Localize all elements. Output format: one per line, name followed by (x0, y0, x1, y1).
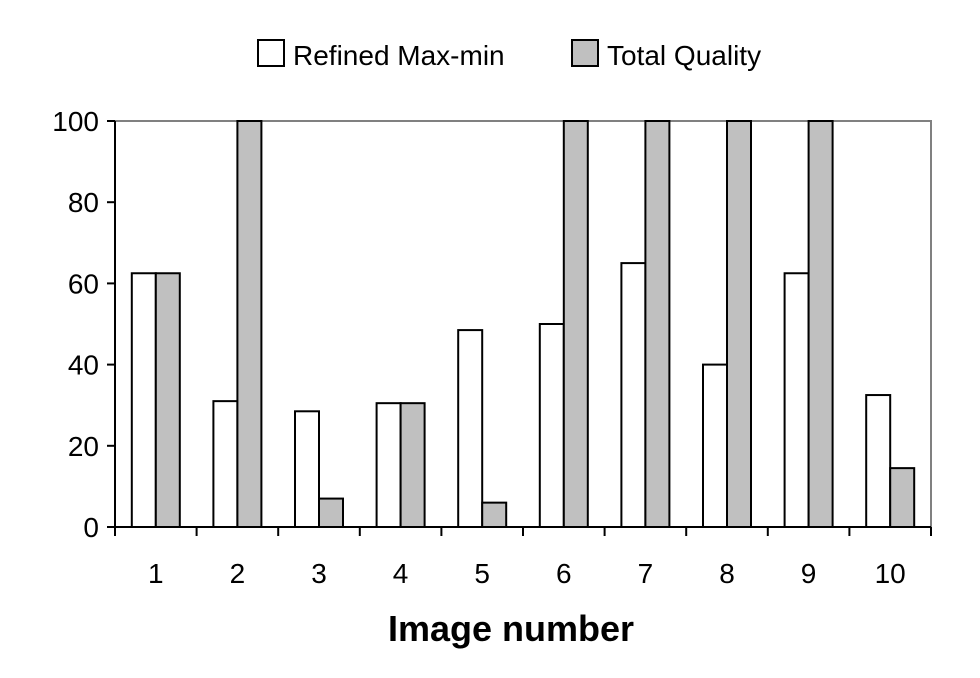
legend-label-total-quality: Total Quality (607, 40, 761, 71)
bar-total-quality-3 (318, 497, 344, 528)
x-axis: 1 2 3 4 5 6 7 8 9 10 (114, 526, 932, 589)
bar-refined-max-min-9 (783, 272, 810, 528)
y-tick-label: 80 (68, 187, 99, 218)
bar-refined-max-min-5 (457, 329, 484, 528)
y-tick-label: 0 (83, 512, 99, 543)
bar-refined-max-min-4 (375, 402, 402, 529)
x-tick-label: 2 (230, 558, 246, 589)
bar-total-quality-2 (236, 120, 263, 528)
y-axis: 0 20 40 60 80 100 (52, 106, 116, 543)
x-tick-label: 5 (474, 558, 490, 589)
bar-refined-max-min-7 (620, 262, 647, 528)
x-tick-label: 7 (638, 558, 654, 589)
y-tick-label: 60 (68, 268, 99, 299)
legend-swatch-total-quality (571, 39, 599, 67)
y-tick-label: 20 (68, 431, 99, 462)
bar-refined-max-min-10 (865, 394, 892, 528)
bar-total-quality-7 (644, 120, 671, 528)
bar-total-quality-8 (726, 120, 752, 528)
bar-refined-max-min-6 (538, 323, 565, 528)
legend-label-refined-max-min: Refined Max-min (293, 40, 505, 71)
x-tick-label: 3 (311, 558, 327, 589)
bar-refined-max-min-3 (294, 410, 320, 529)
bar-total-quality-6 (562, 120, 589, 528)
bars (130, 120, 916, 529)
bar-refined-max-min-8 (702, 363, 728, 528)
bar-total-quality-10 (889, 467, 916, 529)
bar-total-quality-9 (807, 120, 834, 528)
x-tick-label: 6 (556, 558, 572, 589)
legend-swatch-refined-max-min (257, 39, 285, 67)
y-tick-label: 100 (52, 106, 99, 137)
x-tick-label: 9 (801, 558, 817, 589)
y-tick-label: 40 (68, 350, 99, 381)
x-tick-label: 8 (719, 558, 735, 589)
bar-refined-max-min-1 (130, 272, 157, 528)
x-tick-label: 10 (875, 558, 906, 589)
x-tick-label: 4 (393, 558, 409, 589)
x-axis-title: Image number (388, 608, 634, 649)
bar-total-quality-1 (154, 272, 181, 528)
bar-refined-max-min-2 (212, 400, 239, 529)
bar-total-quality-4 (399, 402, 426, 529)
legend: Refined Max-min Total Quality (257, 39, 761, 71)
x-tick-label: 1 (148, 558, 164, 589)
bar-total-quality-5 (481, 501, 508, 529)
